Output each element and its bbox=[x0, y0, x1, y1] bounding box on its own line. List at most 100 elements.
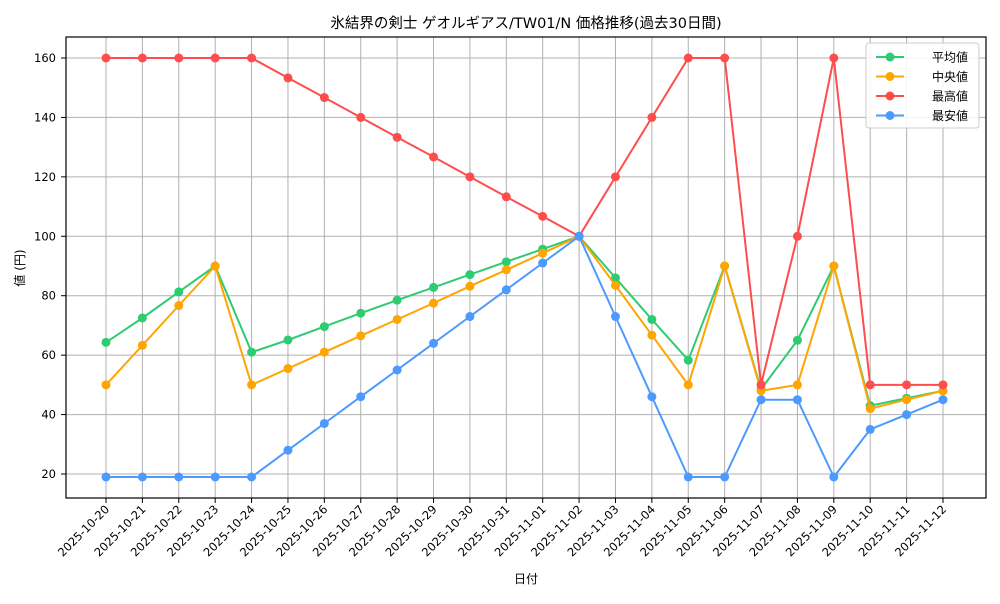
data-point bbox=[247, 347, 257, 357]
data-point bbox=[174, 472, 184, 482]
series-line bbox=[106, 57, 943, 386]
legend-item: 中央値 bbox=[876, 69, 968, 84]
data-point bbox=[938, 380, 948, 390]
data-point bbox=[829, 53, 839, 63]
y-tick-label: 100 bbox=[34, 229, 56, 243]
data-point bbox=[792, 380, 802, 390]
data-point bbox=[210, 261, 220, 271]
data-point bbox=[538, 258, 548, 268]
data-point bbox=[392, 365, 402, 375]
y-tick-label: 20 bbox=[41, 467, 56, 481]
y-axis-ticks: 20 40 60 80 100 120 140 160 bbox=[34, 51, 66, 481]
chart-title: 氷結界の剣士 ゲオルギアス/TW01/N 価格推移(過去30日間) bbox=[330, 15, 721, 32]
data-point bbox=[247, 53, 257, 63]
data-point bbox=[392, 295, 402, 305]
data-point bbox=[501, 257, 511, 267]
data-point bbox=[174, 53, 184, 63]
data-point bbox=[429, 338, 439, 348]
legend-swatch-marker bbox=[885, 111, 895, 120]
y-tick-label: 120 bbox=[34, 170, 56, 184]
data-point bbox=[610, 172, 620, 182]
series-line bbox=[106, 235, 944, 478]
data-point bbox=[392, 132, 402, 142]
data-point bbox=[319, 418, 329, 428]
series-3 bbox=[101, 231, 948, 482]
data-point bbox=[137, 340, 147, 350]
series-line bbox=[105, 235, 944, 407]
data-point bbox=[465, 172, 475, 182]
data-point bbox=[829, 472, 839, 482]
legend-label: 中央値 bbox=[932, 69, 968, 84]
legend-swatch-marker bbox=[885, 91, 895, 101]
legend-item: 最安値 bbox=[876, 108, 968, 123]
data-point bbox=[501, 285, 511, 295]
y-tick-label: 160 bbox=[34, 51, 56, 65]
data-point bbox=[137, 313, 147, 323]
data-point bbox=[174, 301, 184, 311]
data-point bbox=[101, 380, 111, 390]
legend-label: 最高値 bbox=[932, 89, 968, 104]
data-point bbox=[429, 152, 439, 162]
y-tick-label: 40 bbox=[41, 408, 56, 422]
y-tick-label: 60 bbox=[41, 348, 56, 362]
legend-label: 最安値 bbox=[932, 108, 968, 123]
data-point bbox=[938, 395, 948, 405]
data-point bbox=[501, 265, 511, 275]
legend-swatch-marker bbox=[885, 72, 895, 81]
data-point bbox=[247, 380, 257, 390]
data-point bbox=[283, 364, 293, 374]
y-tick-label: 80 bbox=[41, 289, 56, 303]
y-axis-label: 値 (円) bbox=[12, 249, 27, 286]
legend-box bbox=[865, 42, 980, 129]
data-point bbox=[501, 192, 511, 202]
data-point bbox=[683, 380, 693, 390]
data-point bbox=[283, 335, 293, 345]
series-lines bbox=[101, 53, 948, 482]
data-point bbox=[792, 335, 802, 345]
data-point bbox=[538, 211, 548, 221]
data-point bbox=[792, 395, 802, 405]
data-point bbox=[865, 404, 875, 414]
legend-label: 平均値 bbox=[932, 50, 968, 65]
legend-item: 平均値 bbox=[876, 50, 968, 65]
data-point bbox=[683, 53, 693, 63]
data-point bbox=[792, 231, 802, 241]
data-point bbox=[538, 248, 548, 258]
data-point bbox=[683, 472, 693, 482]
data-point bbox=[356, 331, 366, 341]
data-point bbox=[902, 380, 912, 390]
data-point bbox=[137, 53, 147, 63]
data-point bbox=[720, 53, 730, 63]
data-point bbox=[647, 330, 657, 340]
data-point bbox=[429, 282, 439, 292]
data-point bbox=[101, 337, 111, 347]
data-point bbox=[756, 395, 766, 405]
series-2 bbox=[101, 53, 948, 390]
series-0 bbox=[101, 231, 948, 411]
data-point bbox=[429, 298, 439, 308]
data-point bbox=[756, 380, 766, 390]
data-point bbox=[829, 261, 839, 271]
data-point bbox=[465, 312, 475, 322]
data-point bbox=[283, 73, 293, 83]
data-point bbox=[865, 380, 875, 390]
data-point bbox=[210, 53, 220, 63]
data-point bbox=[683, 355, 693, 365]
data-point bbox=[101, 472, 111, 482]
data-point bbox=[574, 231, 584, 241]
data-point bbox=[465, 281, 475, 291]
data-point bbox=[101, 53, 111, 63]
data-point bbox=[465, 270, 475, 280]
series-1 bbox=[101, 231, 948, 414]
data-point bbox=[319, 93, 329, 103]
legend-swatch-marker bbox=[885, 52, 895, 62]
data-point bbox=[720, 261, 730, 271]
data-point bbox=[902, 395, 912, 405]
data-point bbox=[356, 112, 366, 122]
plot-frame bbox=[65, 36, 987, 499]
data-point bbox=[610, 280, 620, 290]
data-point bbox=[283, 445, 293, 455]
